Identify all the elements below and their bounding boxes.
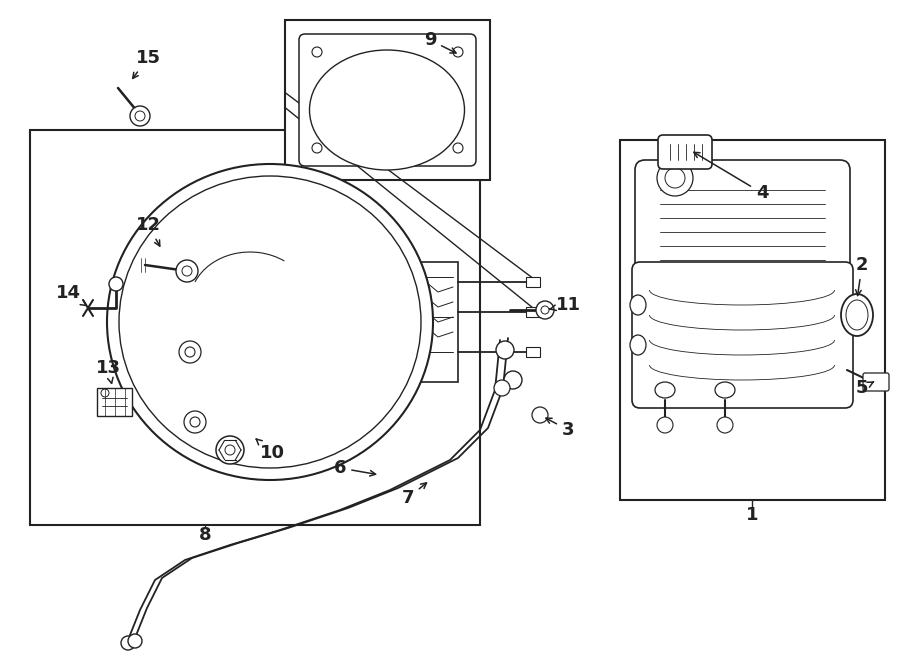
Text: 6: 6 [334,459,375,477]
FancyBboxPatch shape [658,135,712,169]
Ellipse shape [316,323,344,341]
Text: 13: 13 [95,359,121,383]
Ellipse shape [107,164,433,480]
Text: 5: 5 [856,379,874,397]
Circle shape [176,260,198,282]
Circle shape [312,47,322,57]
Ellipse shape [655,382,675,398]
Text: 10: 10 [256,439,284,462]
Text: 4: 4 [694,152,769,202]
Text: 9: 9 [424,31,456,53]
Bar [137,258,151,272]
Circle shape [536,301,554,319]
Bar [526,307,540,317]
FancyBboxPatch shape [632,262,853,408]
Bar [526,277,540,287]
Text: 7: 7 [401,483,427,507]
Ellipse shape [289,404,311,420]
Ellipse shape [715,382,735,398]
Bar [30,130,480,525]
Ellipse shape [196,252,224,272]
Text: 14: 14 [56,284,86,306]
Ellipse shape [630,295,646,315]
Circle shape [504,371,522,389]
Ellipse shape [310,50,464,170]
Text: 1: 1 [746,506,758,524]
Bar [97,388,132,416]
Circle shape [109,277,123,291]
Circle shape [494,380,510,396]
Bar [418,262,458,382]
FancyBboxPatch shape [299,34,476,166]
Text: 15: 15 [132,49,160,78]
Text: 11: 11 [550,296,580,314]
Ellipse shape [224,331,256,353]
Text: 2: 2 [856,256,868,295]
Text: 12: 12 [136,216,160,246]
Circle shape [184,411,206,433]
Circle shape [657,160,693,196]
Circle shape [717,417,733,433]
Circle shape [312,143,322,153]
Ellipse shape [841,294,873,336]
Circle shape [128,634,142,648]
Circle shape [130,106,150,126]
Bar [526,347,540,357]
Circle shape [453,47,463,57]
Text: 3: 3 [546,418,574,439]
Ellipse shape [630,335,646,355]
Circle shape [179,341,201,363]
Circle shape [532,407,548,423]
Bar [620,140,885,500]
Bar [285,20,490,180]
Circle shape [657,417,673,433]
Circle shape [121,636,135,650]
Text: 8: 8 [199,526,212,544]
FancyBboxPatch shape [635,160,850,290]
Circle shape [216,436,244,464]
Circle shape [496,341,514,359]
FancyBboxPatch shape [863,373,889,391]
Circle shape [453,143,463,153]
